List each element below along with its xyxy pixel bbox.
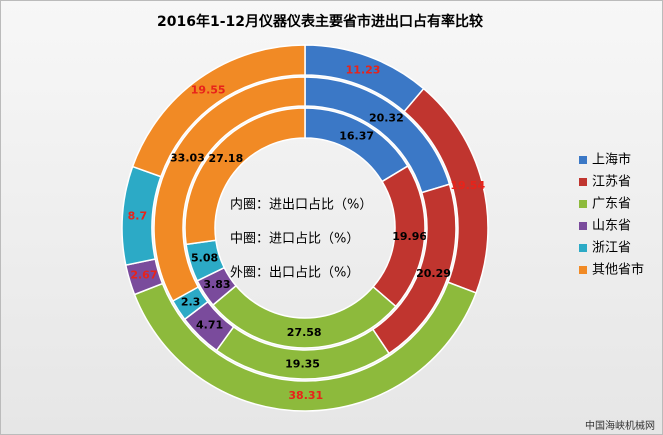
ring-annotation: 外圈：出口占比（%） xyxy=(230,266,359,281)
legend-swatch xyxy=(579,244,587,252)
data-label: 20.32 xyxy=(369,111,404,124)
data-label: 19.35 xyxy=(285,357,320,370)
donut-segment xyxy=(131,44,306,178)
legend-label: 广东省 xyxy=(592,197,631,212)
data-label: 19.54 xyxy=(450,179,485,192)
data-label: 33.03 xyxy=(170,152,205,165)
data-label: 27.18 xyxy=(208,152,243,165)
legend-label: 江苏省 xyxy=(592,174,631,190)
data-label: 2.3 xyxy=(181,295,201,308)
legend-swatch xyxy=(579,200,587,208)
data-label: 11.23 xyxy=(346,63,381,76)
data-label: 2.67 xyxy=(130,269,157,282)
data-label: 19.55 xyxy=(191,84,226,97)
ring-annotation: 内圈：进出口占比（%） xyxy=(230,197,372,213)
data-label: 4.71 xyxy=(196,319,223,332)
legend-swatch xyxy=(579,156,587,164)
legend-label: 上海市 xyxy=(592,152,631,168)
legend-swatch xyxy=(579,178,587,186)
chart-title: 2016年1-12月仪器仪表主要省市进出口占有率比较 xyxy=(157,13,483,30)
legend-label: 山东省 xyxy=(592,219,631,234)
legend-swatch xyxy=(579,222,587,230)
data-label: 16.37 xyxy=(339,130,374,143)
data-label: 3.83 xyxy=(203,278,230,291)
legend-swatch xyxy=(579,266,587,274)
data-label: 8.7 xyxy=(128,209,148,222)
data-label: 5.08 xyxy=(191,252,218,265)
donut-segment xyxy=(184,107,306,246)
data-label: 38.31 xyxy=(288,389,323,402)
legend-label: 其他省市 xyxy=(592,262,644,278)
legend-label: 浙江省 xyxy=(592,241,631,256)
data-label: 27.58 xyxy=(287,326,322,339)
ring-annotation: 中圈：进口占比（%） xyxy=(230,232,359,247)
data-label: 19.96 xyxy=(392,230,427,243)
donut-segment xyxy=(153,76,306,303)
data-label: 20.29 xyxy=(416,267,451,280)
source: 中国海峡机械网 xyxy=(585,419,655,432)
